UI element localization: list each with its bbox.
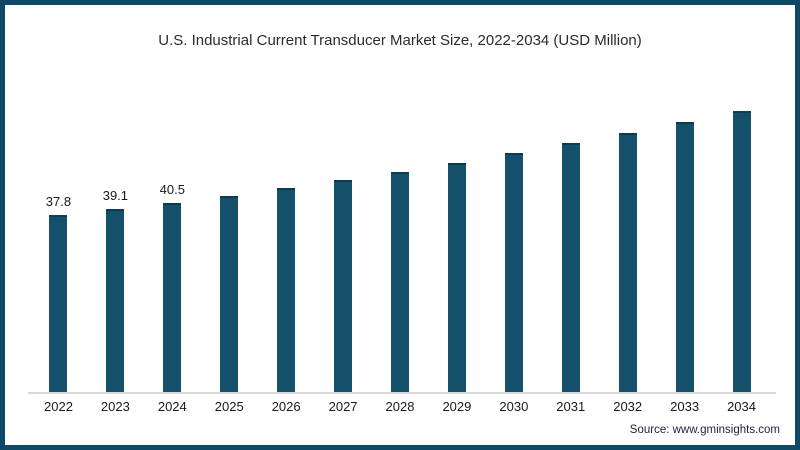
x-tick-label: 2029	[442, 399, 472, 414]
bar-2024	[163, 203, 182, 393]
bar-column-2026	[258, 93, 315, 393]
bar-column-2031	[542, 93, 599, 393]
x-tick-label: 2027	[328, 399, 358, 414]
bar-column-2022: 37.8	[30, 93, 87, 393]
bar-column-2025	[201, 93, 258, 393]
bar-2028	[390, 172, 409, 393]
bar-2023	[106, 209, 125, 393]
bar-column-2032	[599, 93, 656, 393]
x-tick-label: 2031	[556, 399, 586, 414]
bar-2033	[675, 122, 694, 393]
bar-value-label: 37.8	[45, 194, 72, 209]
bar-2034	[732, 111, 751, 393]
bar-2030	[504, 153, 523, 393]
bar-column-2033	[656, 93, 713, 393]
x-tick-label: 2024	[157, 399, 187, 414]
x-axis-line	[28, 392, 776, 394]
bar-column-2023: 39.1	[87, 93, 144, 393]
bar-column-2024: 40.5	[144, 93, 201, 393]
x-tick-label: 2030	[499, 399, 529, 414]
bar-column-2034	[713, 93, 770, 393]
x-axis-labels: 2022 2023 2024 2025 2026 2027 2028 2029 2030 2031…	[30, 399, 770, 414]
x-tick-label: 2023	[100, 399, 130, 414]
x-tick-label: 2034	[727, 399, 756, 414]
x-tick-label: 2032	[613, 399, 643, 414]
bar-2027	[334, 180, 353, 393]
bar-2022	[49, 215, 68, 393]
x-tick-label: 2026	[271, 399, 301, 414]
bar-column-2027	[315, 93, 372, 393]
bar-column-2030	[485, 93, 542, 393]
x-tick-label: 2025	[214, 399, 244, 414]
bar-2025	[220, 196, 239, 393]
bar-2032	[618, 133, 637, 393]
bar-value-label: 40.5	[159, 182, 185, 197]
x-tick-label: 2028	[385, 399, 415, 414]
bar-column-2029	[428, 93, 485, 393]
bar-2029	[447, 163, 466, 393]
x-tick-label: 2022	[44, 399, 73, 414]
bar-value-label: 39.1	[102, 188, 129, 203]
x-tick-label: 2033	[670, 399, 700, 414]
source-credit: Source: www.gminsights.com	[629, 424, 780, 436]
chart-title: U.S. Industrial Current Transducer Marke…	[158, 32, 642, 49]
bar-2026	[277, 188, 296, 393]
bar-column-2028	[372, 93, 429, 393]
bars-row: 37.8 39.1 40.5	[30, 93, 770, 393]
bar-2031	[561, 143, 580, 393]
